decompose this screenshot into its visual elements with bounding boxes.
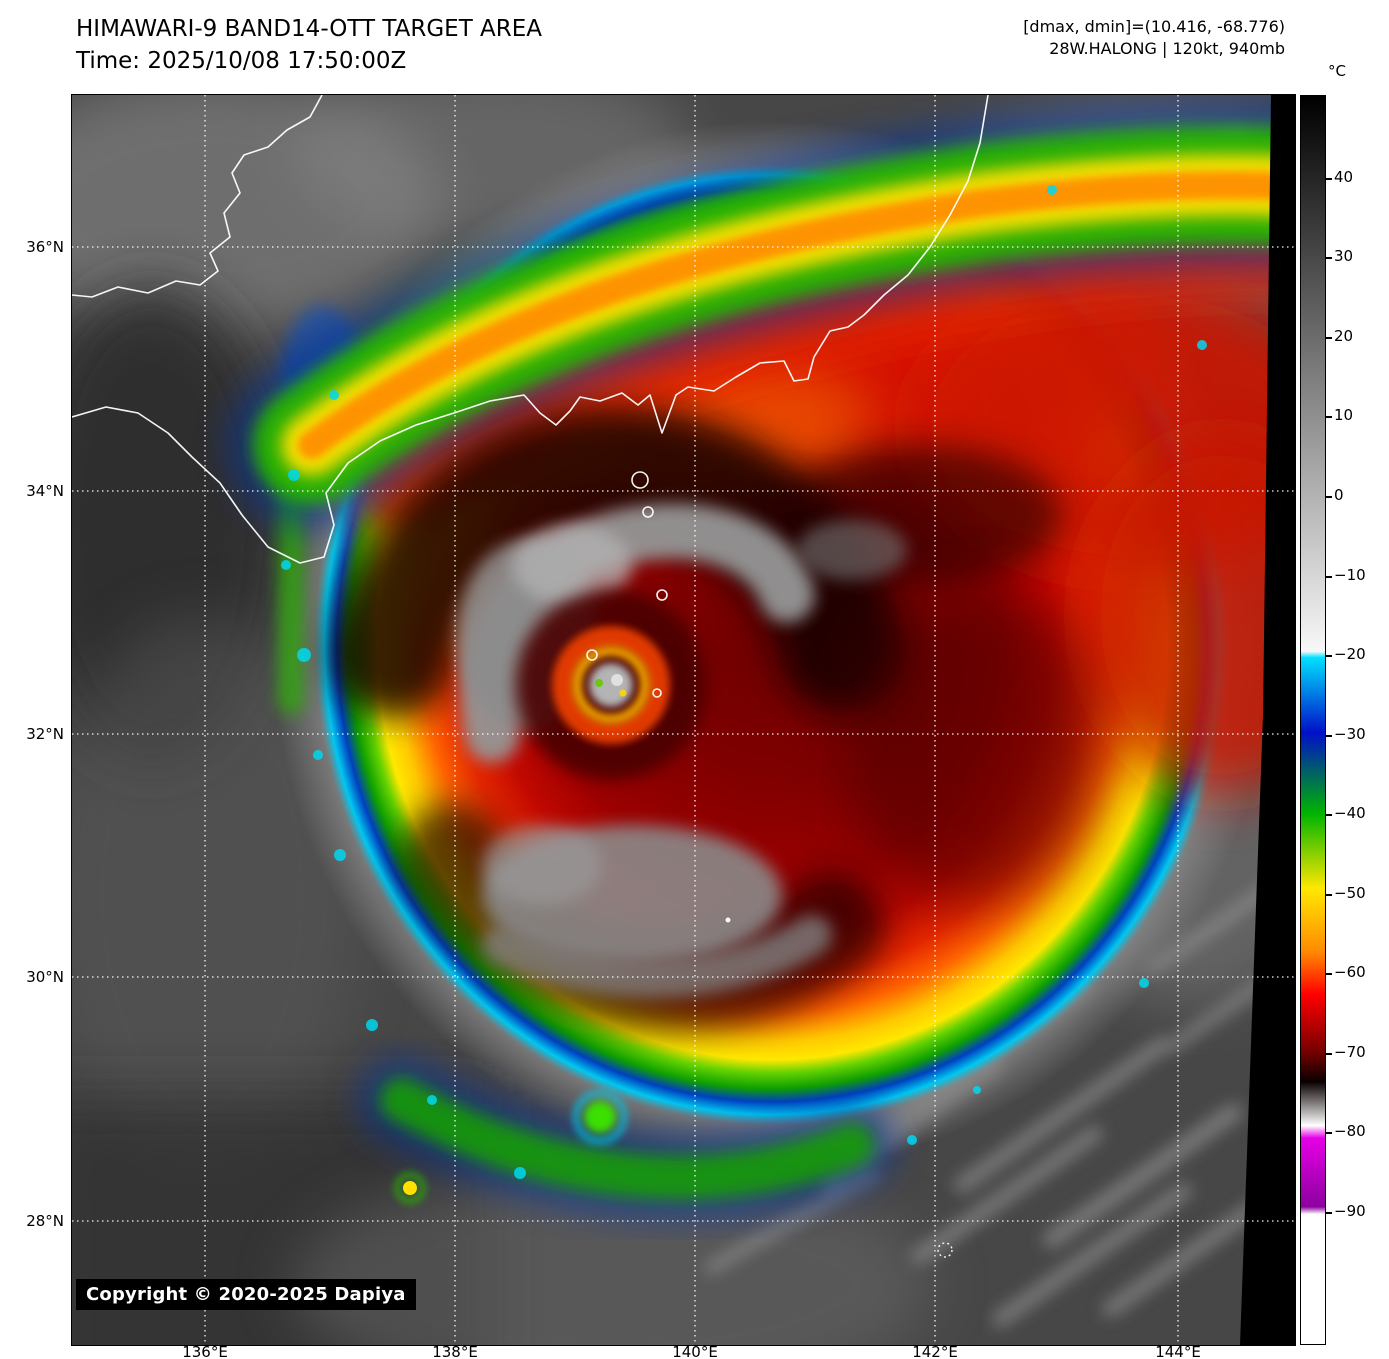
lat-tick-34n: 34°N bbox=[26, 482, 64, 500]
colorbar-tick-30: 30 bbox=[1334, 247, 1354, 265]
colorbar-tick-mark bbox=[1326, 257, 1332, 259]
colorbar-tick-m30: −30 bbox=[1334, 725, 1366, 743]
coastline bbox=[72, 95, 989, 1258]
colorbar-tick-mark bbox=[1326, 655, 1332, 657]
lon-tick-144e: 144°E bbox=[1155, 1343, 1201, 1359]
colorbar-tick-mark bbox=[1326, 1132, 1332, 1134]
colorbar-tick-mark bbox=[1326, 1212, 1332, 1214]
colorbar-tick-mark bbox=[1326, 1053, 1332, 1055]
colorbar-tick-mark bbox=[1326, 973, 1332, 975]
cyan-specks bbox=[281, 185, 1207, 1179]
colorbar-tick-m90: −90 bbox=[1334, 1202, 1366, 1220]
lat-tick-32n: 32°N bbox=[26, 725, 64, 743]
colorbar-tick-m70: −70 bbox=[1334, 1043, 1366, 1061]
colorbar-tick-m40: −40 bbox=[1334, 804, 1366, 822]
lon-tick-138e: 138°E bbox=[432, 1343, 478, 1359]
meta-info: [dmax, dmin]=(10.416, -68.776) 28W.HALON… bbox=[1023, 16, 1285, 60]
colorbar-tick-m10: −10 bbox=[1334, 566, 1366, 584]
grid-lines bbox=[72, 95, 1295, 1345]
lon-tick-142e: 142°E bbox=[912, 1343, 958, 1359]
colorbar-tick-mark bbox=[1326, 337, 1332, 339]
storm-eye bbox=[516, 590, 706, 780]
colorbar-tick-mark bbox=[1326, 416, 1332, 418]
satellite-image bbox=[72, 95, 1295, 1345]
colorbar-tick-20: 20 bbox=[1334, 327, 1354, 345]
colorbar-tick-mark bbox=[1326, 496, 1332, 498]
colorbar-tick-mark bbox=[1326, 576, 1332, 578]
map-plot-area bbox=[71, 94, 1296, 1346]
colorbar-tick-40: 40 bbox=[1334, 168, 1354, 186]
timestamp: Time: 2025/10/08 17:50:00Z bbox=[76, 48, 407, 74]
colorbar-tick-m80: −80 bbox=[1334, 1122, 1366, 1140]
storm-info: 28W.HALONG | 120kt, 940mb bbox=[1049, 39, 1285, 58]
colorbar-tick-0: 0 bbox=[1334, 486, 1344, 504]
colorbar-tick-m20: −20 bbox=[1334, 645, 1366, 663]
dmax-dmin-readout: [dmax, dmin]=(10.416, -68.776) bbox=[1023, 17, 1285, 36]
colorbar-tick-mark bbox=[1326, 735, 1332, 737]
lon-tick-140e: 140°E bbox=[672, 1343, 718, 1359]
colorbar-gradient bbox=[1300, 95, 1326, 1345]
outer-convection bbox=[358, 1056, 896, 1222]
colorbar-tick-mark bbox=[1326, 894, 1332, 896]
colorbar-tick-m50: −50 bbox=[1334, 884, 1366, 902]
lat-tick-30n: 30°N bbox=[26, 968, 64, 986]
scan-edge-wedge bbox=[1240, 95, 1295, 1345]
page-title: HIMAWARI-9 BAND14-OTT TARGET AREA bbox=[76, 16, 543, 42]
colorbar-tick-mark bbox=[1326, 178, 1332, 180]
colorbar-tick-10: 10 bbox=[1334, 406, 1354, 424]
colorbar-tick-m60: −60 bbox=[1334, 963, 1366, 981]
colorbar-unit-label: °C bbox=[1328, 62, 1346, 80]
lon-tick-136e: 136°E bbox=[182, 1343, 228, 1359]
lat-tick-36n: 36°N bbox=[26, 238, 64, 256]
lat-tick-28n: 28°N bbox=[26, 1212, 64, 1230]
colorbar-tick-mark bbox=[1326, 814, 1332, 816]
copyright-badge: Copyright © 2020-2025 Dapiya bbox=[76, 1279, 416, 1310]
